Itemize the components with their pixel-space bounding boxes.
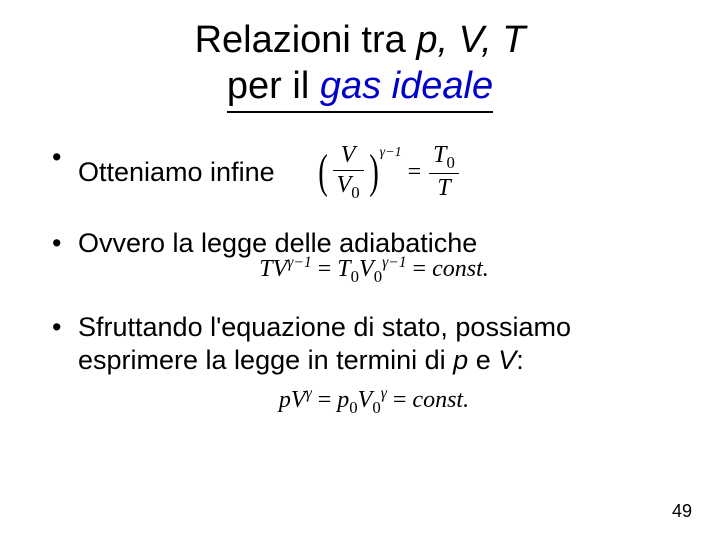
eq2-mid-exp: γ−1 <box>382 254 406 271</box>
slide: Relazioni tra p, V, T per il gas ideale … <box>0 0 720 540</box>
equation-1: ( V V0 ) γ−1 = T0 T <box>315 141 461 203</box>
title-ideal: gas ideale <box>320 65 493 107</box>
bullet-2: Ovvero la legge delle adiabatiche TVγ−1 … <box>50 227 670 287</box>
eq1-num: V <box>333 141 364 171</box>
eq1-rnum-sub: 0 <box>447 153 455 172</box>
bullet-1-text: Otteniamo infine <box>78 156 275 188</box>
title-text-1a: Relazioni tra <box>195 19 417 61</box>
bullet-3-p: p <box>453 345 468 375</box>
page-number: 49 <box>672 501 692 522</box>
bullet-1: Otteniamo infine ( V V0 ) γ−1 = T0 T <box>50 141 670 203</box>
eq3-V0-sub: 0 <box>372 398 380 417</box>
equation-3: pVγ = p0V0γ = const. <box>78 382 670 418</box>
title-vars: p, V, T <box>416 19 525 61</box>
bullet-3-V: V <box>498 345 516 375</box>
eq2-left: TV <box>259 256 287 282</box>
eq1-den-sub: 0 <box>351 183 359 202</box>
eq2-T: T <box>337 256 350 282</box>
eq2-V-sub: 0 <box>374 267 382 286</box>
bullet-list: Otteniamo infine ( V V0 ) γ−1 = T0 T <box>50 141 670 418</box>
eq1-rden: T <box>429 174 459 203</box>
eq1-den-sym: V <box>337 172 352 198</box>
eq1-rnum: T <box>433 142 446 168</box>
eq3-exp: γ <box>306 385 312 402</box>
eq1-exp: γ−1 <box>380 145 402 162</box>
bullet-3: Sfruttando l'equazione di stato, possiam… <box>50 311 670 418</box>
eq3-const: const. <box>412 387 469 413</box>
eq3-p0-sub: 0 <box>349 398 357 417</box>
bullet-3-text-c: e <box>468 345 498 375</box>
title-line-1: Relazioni tra p, V, T <box>50 18 670 64</box>
title-text-2a: per il <box>227 65 320 107</box>
slide-title: Relazioni tra p, V, T per il gas ideale <box>50 18 670 113</box>
eq3-V0: V <box>358 387 373 413</box>
eq2-const: const. <box>432 256 489 282</box>
eq3-pV: pV <box>279 387 306 413</box>
eq2-V: V <box>359 256 374 282</box>
bullet-3-text-e: : <box>516 345 524 375</box>
eq2-left-exp: γ−1 <box>287 254 311 271</box>
title-line-2: per il gas ideale <box>50 64 670 114</box>
eq2-T-sub: 0 <box>351 267 359 286</box>
eq3-p0: p <box>337 387 349 413</box>
eq3-exp2: γ <box>381 385 387 402</box>
